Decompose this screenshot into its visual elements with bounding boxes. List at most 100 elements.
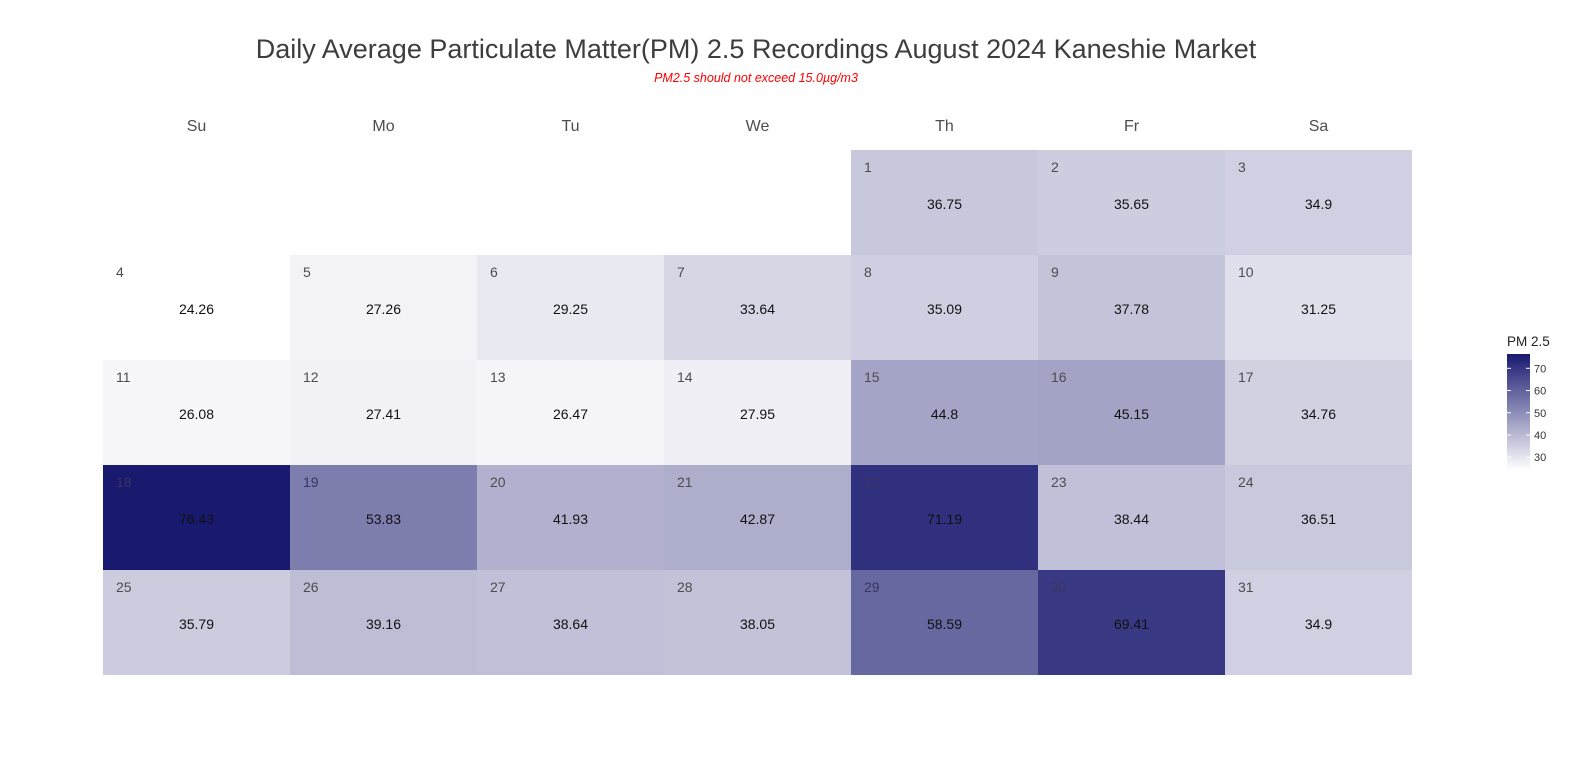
day-value: 38.64	[553, 616, 588, 632]
day-cell: 27 38.64	[477, 570, 664, 675]
day-cell: 835.09	[851, 255, 1038, 360]
day-cell: 15 44.8	[851, 360, 1038, 465]
day-number: 3	[1238, 159, 1246, 175]
color-legend: PM 2.5 30 40 50 60 70	[1507, 334, 1550, 470]
day-cell: 20 41.93	[477, 465, 664, 570]
day-cell-fill	[1038, 360, 1225, 465]
day-cell-fill	[1038, 150, 1225, 255]
day-number: 15	[864, 369, 880, 385]
day-value: 45.15	[1114, 406, 1149, 422]
weekday-header-mo: Mo	[372, 118, 394, 135]
day-value: 36.51	[1301, 511, 1336, 527]
chart-title: Daily Average Particulate Matter(PM) 2.5…	[256, 34, 1257, 64]
day-cell: 29 58.59	[851, 570, 1038, 675]
day-number: 30	[1051, 579, 1067, 595]
day-cell: 23 38.44	[1038, 465, 1225, 570]
day-cell-fill	[290, 255, 477, 360]
day-value: 31.25	[1301, 301, 1336, 317]
day-number: 23	[1051, 474, 1067, 490]
day-value: 24.26	[179, 301, 214, 317]
day-value: 26.47	[553, 406, 588, 422]
day-number: 25	[116, 579, 132, 595]
day-value: 37.78	[1114, 301, 1149, 317]
day-value: 34.76	[1301, 406, 1336, 422]
weekday-header-tu: Tu	[561, 118, 579, 135]
day-cell: 18 76.43	[103, 465, 290, 570]
day-number: 11	[116, 369, 131, 385]
day-cell: 11 26.08	[103, 360, 290, 465]
day-cell-fill	[664, 360, 851, 465]
day-number: 1	[864, 159, 872, 175]
day-value: 26.08	[179, 406, 214, 422]
day-cell-fill	[103, 465, 290, 570]
weekday-header-sa: Sa	[1309, 118, 1329, 135]
day-value: 27.95	[740, 406, 775, 422]
day-number: 6	[490, 264, 498, 280]
day-cell: 28 38.05	[664, 570, 851, 675]
day-value: 41.93	[553, 511, 588, 527]
day-cell-fill	[851, 570, 1038, 675]
day-cell: 733.64	[664, 255, 851, 360]
day-cell-fill	[1225, 570, 1412, 675]
day-cell: 17 34.76	[1225, 360, 1412, 465]
day-cell: 22 71.19	[851, 465, 1038, 570]
day-cell: 937.78	[1038, 255, 1225, 360]
day-value: 69.41	[1114, 616, 1149, 632]
day-value: 39.16	[366, 616, 401, 632]
legend-colorbar	[1507, 354, 1530, 470]
day-cell-fill	[290, 465, 477, 570]
day-cell: 31 34.9	[1225, 570, 1412, 675]
legend-tick-label: 70	[1534, 363, 1546, 375]
day-cell-fill	[664, 570, 851, 675]
day-cell: 19 53.83	[290, 465, 477, 570]
day-cell-fill	[477, 360, 664, 465]
day-number: 2	[1051, 159, 1059, 175]
day-number: 28	[677, 579, 693, 595]
day-number: 29	[864, 579, 880, 595]
day-cell-fill	[1038, 465, 1225, 570]
day-cell-fill	[851, 360, 1038, 465]
day-number: 5	[303, 264, 311, 280]
day-cell: 527.26	[290, 255, 477, 360]
day-number: 13	[490, 369, 506, 385]
legend-tick-label: 30	[1534, 452, 1546, 464]
day-value: 34.9	[1305, 196, 1332, 212]
day-cell-fill	[103, 255, 290, 360]
day-cell-fill	[103, 360, 290, 465]
day-value: 35.79	[179, 616, 214, 632]
day-cell: 12 27.41	[290, 360, 477, 465]
weekday-header-th: Th	[935, 118, 954, 135]
day-number: 19	[303, 474, 319, 490]
day-cell: 10 31.25	[1225, 255, 1412, 360]
legend-tick-label: 50	[1534, 408, 1546, 420]
day-cell: 24 36.51	[1225, 465, 1412, 570]
day-cell-fill	[851, 465, 1038, 570]
day-number: 18	[116, 474, 132, 490]
day-number: 17	[1238, 369, 1254, 385]
day-cell: 424.26	[103, 255, 290, 360]
day-number: 20	[490, 474, 506, 490]
calendar-cells: 136.75235.65334.9424.26527.26629.25733.6…	[103, 150, 1412, 675]
day-value: 35.09	[927, 301, 962, 317]
day-cell: 235.65	[1038, 150, 1225, 255]
day-value: 71.19	[927, 511, 962, 527]
day-cell-fill	[477, 465, 664, 570]
day-cell-fill	[290, 570, 477, 675]
day-number: 24	[1238, 474, 1254, 490]
day-cell-fill	[1225, 255, 1412, 360]
day-cell: 136.75	[851, 150, 1038, 255]
weekday-header-fr: Fr	[1124, 118, 1140, 135]
day-cell-fill	[664, 465, 851, 570]
day-value: 34.9	[1305, 616, 1332, 632]
weekday-headers: Su Mo Tu We Th Fr Sa	[187, 118, 1329, 135]
weekday-header-we: We	[746, 118, 770, 135]
day-cell-fill	[851, 255, 1038, 360]
day-cell-fill	[1225, 150, 1412, 255]
day-cell: 13 26.47	[477, 360, 664, 465]
day-number: 27	[490, 579, 506, 595]
day-value: 27.26	[366, 301, 401, 317]
day-cell: 334.9	[1225, 150, 1412, 255]
day-cell: 16 45.15	[1038, 360, 1225, 465]
day-number: 14	[677, 369, 693, 385]
